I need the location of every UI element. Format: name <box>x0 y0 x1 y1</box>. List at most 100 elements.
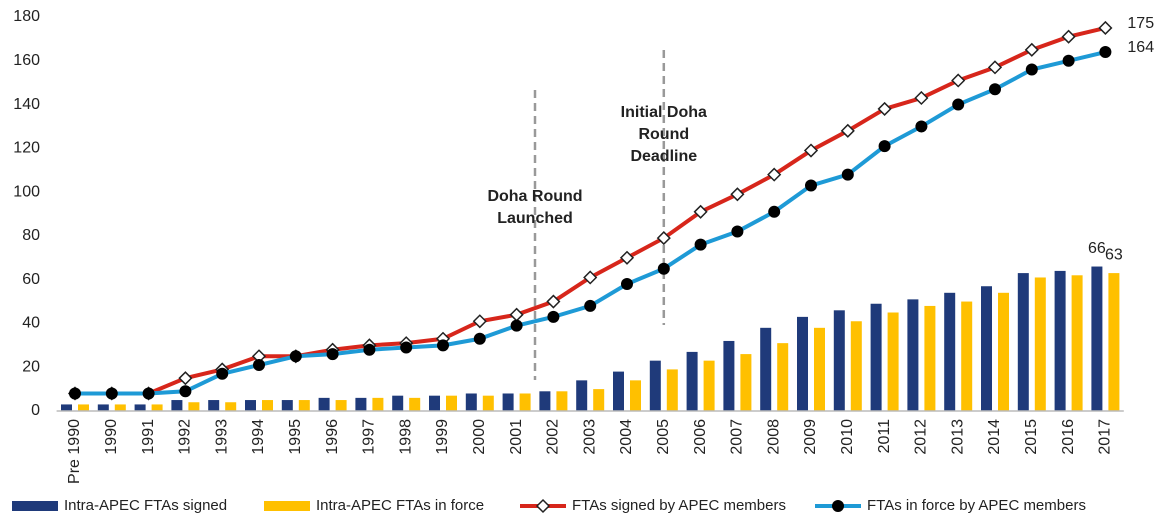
bar <box>335 400 347 411</box>
x-tick-label: 2012 <box>913 419 930 455</box>
marker <box>105 387 118 400</box>
marker <box>877 101 892 116</box>
x-tick-label: 1999 <box>434 419 451 455</box>
bar <box>539 391 551 411</box>
marker <box>547 310 560 323</box>
bar <box>686 351 698 411</box>
marker <box>473 332 486 345</box>
bar <box>649 360 661 411</box>
x-tick-label: 1992 <box>177 419 194 455</box>
marker <box>326 348 339 361</box>
marker <box>694 238 707 251</box>
x-tick-label: 1995 <box>287 419 304 455</box>
legend-label: FTAs signed by APEC members <box>572 497 786 514</box>
bar <box>576 380 588 411</box>
marker <box>472 314 487 329</box>
marker <box>987 60 1003 75</box>
bar <box>797 316 808 411</box>
marker <box>693 204 708 219</box>
legend-swatch <box>264 501 310 511</box>
marker <box>805 179 817 192</box>
y-tick-label: 160 <box>13 52 40 69</box>
marker <box>730 187 745 202</box>
bar <box>78 404 89 411</box>
bar <box>1034 277 1046 411</box>
marker <box>621 278 633 291</box>
marker <box>69 387 81 400</box>
legend-swatch <box>12 501 58 511</box>
y-tick-label: 120 <box>13 140 40 157</box>
bar <box>944 292 956 411</box>
annotation-text: Initial Doha <box>621 104 707 121</box>
bar <box>887 312 899 411</box>
marker <box>363 343 376 356</box>
bar <box>446 395 457 411</box>
bar <box>723 340 735 411</box>
x-tick-label: 2002 <box>545 419 562 455</box>
bar <box>740 354 752 411</box>
bar <box>355 397 367 411</box>
marker <box>768 205 781 218</box>
x-tick-label: 2015 <box>1023 419 1040 455</box>
bar <box>502 393 514 411</box>
annotation-text: Launched <box>497 210 573 227</box>
annotation-text: Round <box>638 126 689 143</box>
bar <box>482 395 494 411</box>
bar <box>262 400 273 411</box>
bar <box>1108 273 1120 411</box>
bar <box>1071 275 1083 411</box>
data-label: 175 <box>1127 15 1154 32</box>
bar <box>630 380 641 411</box>
bar <box>760 327 772 411</box>
annotation-text: Deadline <box>630 148 697 165</box>
bar <box>134 404 146 411</box>
x-tick-label: 1994 <box>250 419 267 455</box>
marker <box>656 231 671 246</box>
x-tick-label: 2017 <box>1097 419 1114 455</box>
data-label: 164 <box>1127 39 1154 56</box>
marker <box>952 98 965 111</box>
legend-label: Intra-APEC FTAs signed <box>64 497 227 514</box>
marker <box>289 350 302 363</box>
bar <box>1054 270 1066 411</box>
bar <box>318 397 330 411</box>
x-tick-label: 2005 <box>655 419 672 455</box>
marker <box>989 83 1001 96</box>
marker <box>951 73 966 88</box>
bar <box>281 400 293 411</box>
bar <box>613 371 624 411</box>
x-tick-label: 2010 <box>839 419 856 455</box>
x-tick-label: 2016 <box>1060 419 1077 455</box>
annotation-text: Doha Round <box>487 188 582 205</box>
marker <box>1099 46 1112 59</box>
marker <box>1061 29 1076 44</box>
marker <box>253 359 265 372</box>
bar <box>409 397 421 411</box>
marker <box>583 270 598 285</box>
bar <box>97 404 109 411</box>
bar <box>814 327 825 411</box>
marker <box>841 168 854 181</box>
legend-marker <box>535 498 551 514</box>
bar <box>703 360 715 411</box>
legend-label: FTAs in force by APEC members <box>867 497 1086 514</box>
marker <box>178 371 193 386</box>
x-tick-label: 2001 <box>508 419 525 455</box>
x-tick-label: 1990 <box>103 419 120 455</box>
bar <box>245 400 256 411</box>
x-tick-label: 2013 <box>949 419 966 455</box>
bar <box>519 393 531 411</box>
legend-marker <box>832 500 844 512</box>
bar <box>961 301 973 411</box>
y-tick-label: 180 <box>13 8 40 25</box>
marker <box>1062 54 1075 67</box>
y-tick-label: 20 <box>22 358 40 375</box>
y-tick-label: 100 <box>13 183 40 200</box>
marker <box>803 143 819 158</box>
y-tick-label: 40 <box>22 315 40 332</box>
marker <box>546 294 561 309</box>
bar <box>593 389 605 411</box>
marker <box>878 140 891 153</box>
marker <box>915 120 928 133</box>
